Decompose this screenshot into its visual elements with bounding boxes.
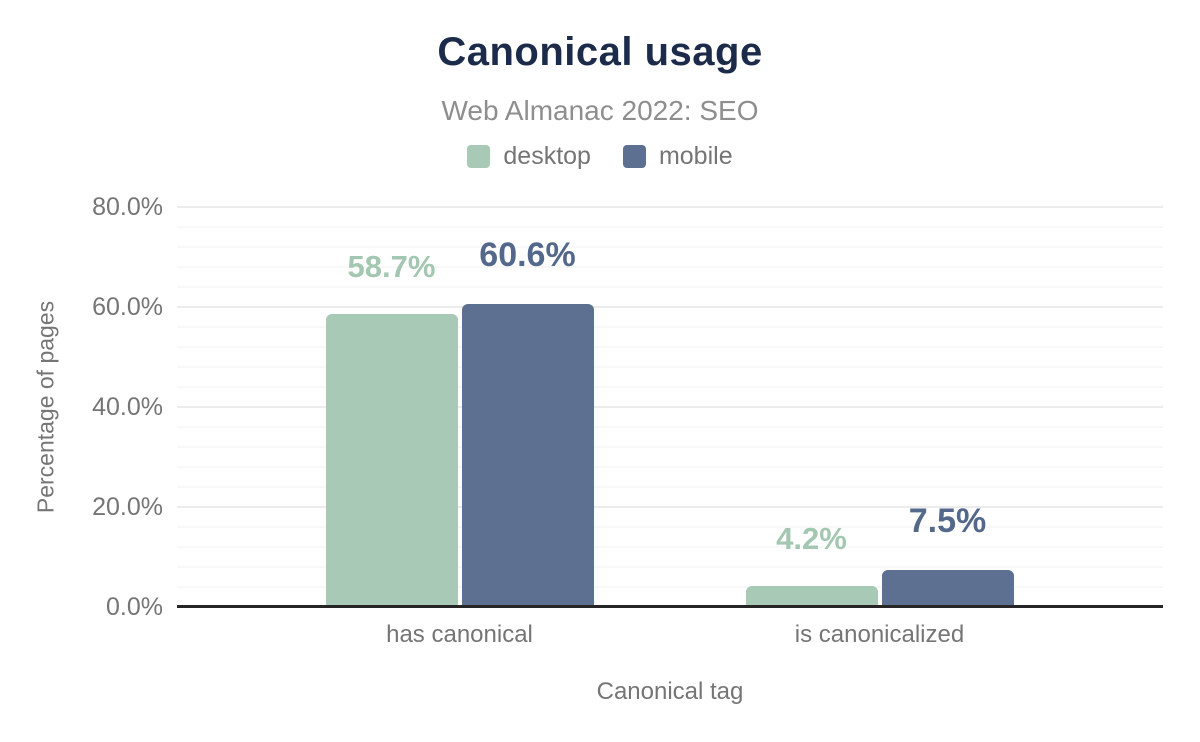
legend-swatch-desktop [467, 145, 491, 168]
y-tick-label: 40.0% [92, 393, 163, 421]
value-label-desktop-0: 58.7% [347, 248, 436, 284]
bar-desktop-0[interactable] [325, 313, 458, 607]
y-tick-label: 80.0% [92, 193, 163, 221]
minor-gridline [177, 566, 1163, 568]
minor-gridline [177, 226, 1163, 228]
value-label-mobile-0: 60.6% [479, 236, 576, 274]
minor-gridline [177, 486, 1163, 488]
minor-gridline [177, 246, 1163, 248]
legend-swatch-mobile [622, 145, 646, 168]
minor-gridline [177, 346, 1163, 348]
minor-gridline [177, 386, 1163, 388]
bar-mobile-0[interactable] [461, 304, 594, 607]
minor-gridline [177, 466, 1163, 468]
y-tick-label: 60.0% [92, 293, 163, 321]
minor-gridline [177, 526, 1163, 528]
major-gridline [177, 306, 1163, 308]
x-category-label: is canonicalized [794, 621, 965, 648]
chart-subtitle: Web Almanac 2022: SEO [441, 95, 759, 126]
minor-gridline [177, 326, 1163, 328]
legend-item-mobile: mobile [622, 142, 733, 170]
bar-desktop-1[interactable] [745, 586, 878, 607]
x-axis-line [177, 605, 1163, 608]
minor-gridline [177, 546, 1163, 548]
legend-item-desktop: desktop [467, 142, 591, 170]
x-category-label: has canonical [386, 621, 533, 648]
legend: desktop mobile [0, 142, 1200, 170]
major-gridline [177, 406, 1163, 408]
minor-gridline [177, 426, 1163, 428]
minor-gridline [177, 266, 1163, 268]
minor-gridline [177, 446, 1163, 448]
value-label-mobile-1: 7.5% [908, 501, 987, 540]
minor-gridline [177, 586, 1163, 588]
minor-gridline [177, 366, 1163, 368]
legend-label-mobile: mobile [658, 142, 733, 170]
chart-title: Canonical usage [437, 30, 763, 74]
y-tick-label: 20.0% [92, 493, 163, 521]
x-axis-title: Canonical tag [596, 678, 744, 705]
value-label-desktop-1: 4.2% [776, 521, 847, 556]
legend-label-desktop: desktop [503, 142, 591, 170]
major-gridline [177, 206, 1163, 208]
minor-gridline [177, 286, 1163, 288]
bar-mobile-1[interactable] [881, 569, 1014, 607]
y-tick-label: 0.0% [106, 593, 163, 621]
major-gridline [177, 506, 1163, 508]
plot-area: 58.7% 4.2% 60.6% 7.5% [177, 206, 1163, 607]
